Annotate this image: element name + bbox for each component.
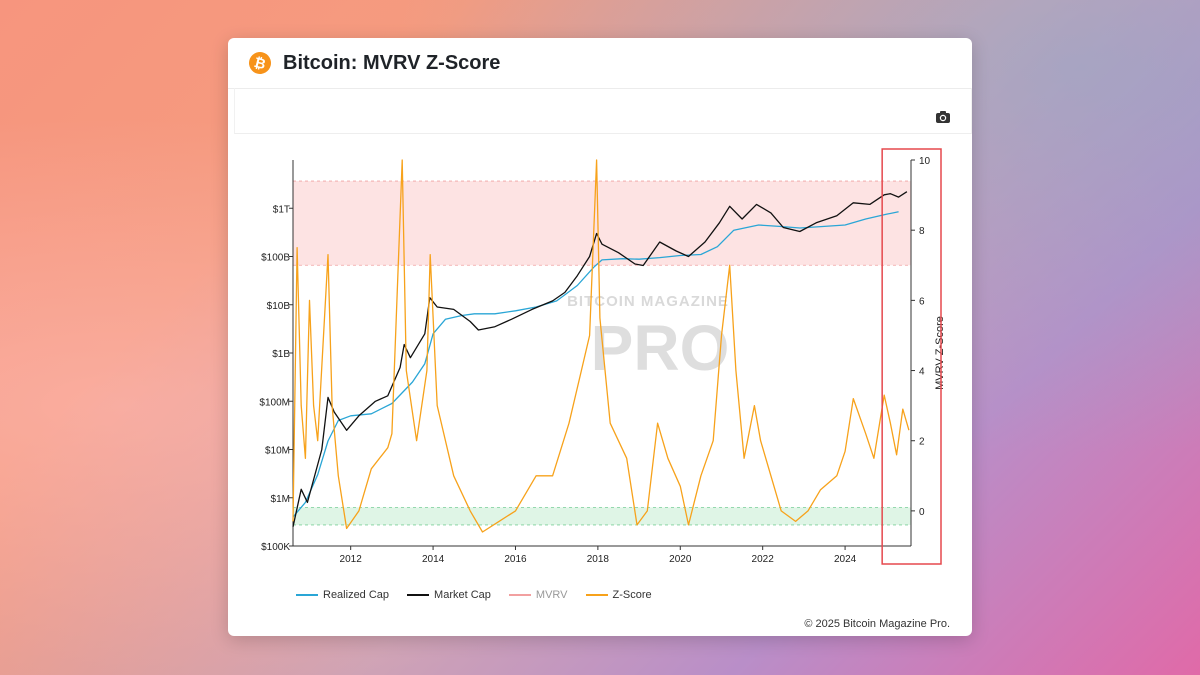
watermark-main-text: PRO — [591, 312, 730, 384]
left-tick-label: $1M — [271, 494, 290, 505]
legend-zscore[interactable]: Z-Score — [585, 589, 652, 601]
left-tick-label: $100M — [259, 397, 290, 408]
legend-mvrv[interactable]: MVRV — [508, 589, 568, 601]
x-tick-label: 2016 — [504, 554, 527, 565]
legend-market-cap-label: Market Cap — [434, 589, 491, 601]
left-tick-label: $1T — [273, 204, 290, 215]
legend-mvrv-label: MVRV — [535, 589, 568, 601]
copyright-text: © 2025 Bitcoin Magazine Pro. — [804, 618, 950, 630]
legend-realized-cap-swatch — [296, 594, 318, 596]
right-tick-label: 10 — [919, 156, 931, 167]
left-tick-label: $100K — [261, 542, 290, 553]
chart-legend: Realized Cap Market Cap MVRV Z-Score — [296, 589, 652, 601]
x-tick-label: 2014 — [422, 554, 445, 565]
chart-card: ₿ Bitcoin: MVRV Z-Score BITCOIN MAGAZINE… — [228, 38, 972, 636]
right-tick-label: 0 — [919, 507, 925, 518]
market-cap-line — [292, 191, 908, 527]
right-tick-label: 8 — [919, 226, 925, 237]
highlight-box — [881, 148, 942, 565]
right-tick-label: 2 — [919, 437, 925, 448]
watermark-top-text: BITCOIN MAGAZINE — [567, 293, 729, 310]
legend-zscore-label: Z-Score — [612, 589, 652, 601]
left-tick-label: $10B — [267, 301, 291, 312]
legend-market-cap-swatch — [407, 594, 430, 596]
left-tick-label: $10M — [265, 446, 290, 457]
chart-toolbar — [234, 88, 972, 134]
legend-realized-cap-label: Realized Cap — [323, 589, 390, 601]
left-tick-label: $1B — [272, 349, 290, 360]
left-tick-label: $100B — [261, 253, 290, 264]
legend-realized-cap[interactable]: Realized Cap — [296, 589, 389, 601]
chart-title: Bitcoin: MVRV Z-Score — [283, 51, 501, 74]
x-tick-label: 2018 — [587, 554, 610, 565]
right-tick-label: 4 — [919, 367, 925, 378]
x-tick-label: 2022 — [752, 554, 775, 565]
zscore-line — [292, 159, 910, 533]
mvrv-chart: BITCOIN MAGAZINE PRO $100K $1M $10M $100M $1B $… — [259, 148, 946, 565]
right-tick-label: 6 — [919, 296, 925, 307]
red-zone-band — [293, 181, 911, 266]
legend-mvrv-swatch — [508, 594, 531, 596]
green-zone-band — [293, 507, 911, 525]
card-header: ₿ Bitcoin: MVRV Z-Score — [228, 38, 972, 89]
x-tick-label: 2020 — [669, 554, 692, 565]
camera-icon[interactable] — [934, 108, 952, 126]
legend-zscore-swatch — [585, 594, 608, 596]
x-tick-label: 2012 — [340, 554, 363, 565]
legend-market-cap[interactable]: Market Cap — [407, 589, 491, 601]
x-tick-label: 2024 — [834, 554, 857, 565]
right-axis-label: MVRV Z-Score — [934, 316, 946, 390]
